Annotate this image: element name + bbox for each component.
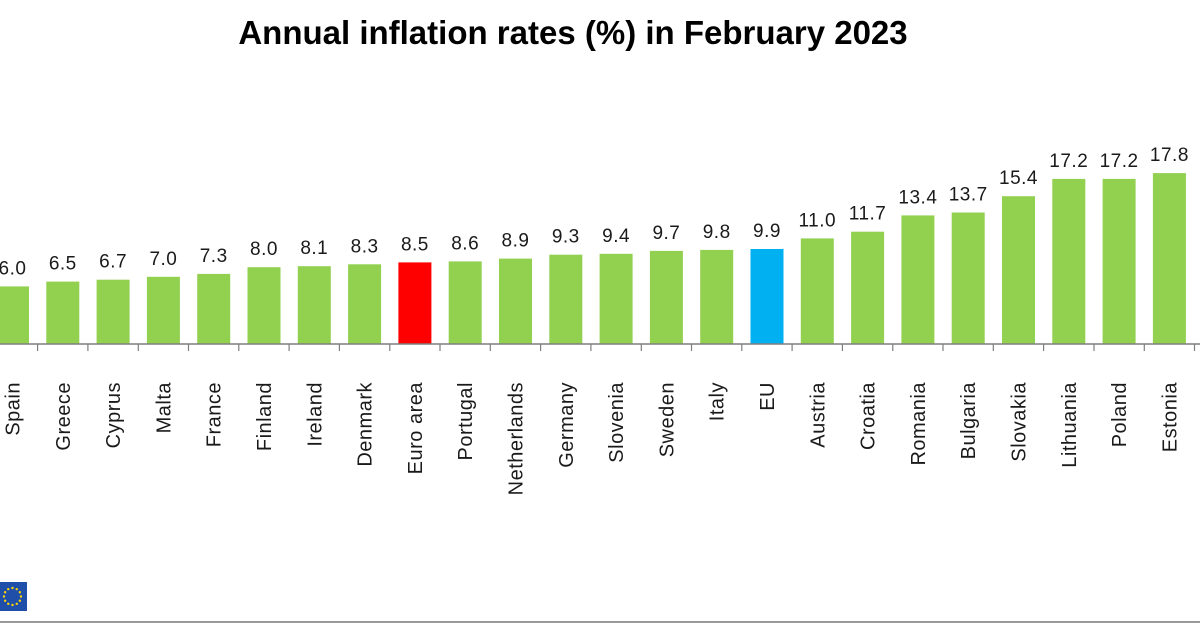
bar-germany bbox=[549, 254, 583, 344]
value-label-ireland: 8.1 bbox=[300, 238, 328, 259]
category-label-netherlands: Netherlands bbox=[506, 382, 528, 495]
value-label-croatia: 11.7 bbox=[849, 204, 887, 225]
value-label-poland: 17.2 bbox=[1100, 151, 1139, 172]
value-label-slovenia: 9.4 bbox=[602, 226, 630, 247]
bar-netherlands bbox=[499, 258, 532, 344]
category-label-spain: Spain bbox=[3, 382, 25, 436]
category-label-finland: Finland bbox=[254, 382, 276, 451]
bar-portugal bbox=[448, 261, 482, 344]
star-icon bbox=[3, 591, 7, 594]
ticks-layer bbox=[36, 344, 1196, 351]
bar-bulgaria bbox=[951, 212, 985, 344]
category-label-denmark: Denmark bbox=[355, 382, 377, 467]
bar-romania bbox=[901, 215, 935, 344]
bottom-rule bbox=[0, 621, 1200, 623]
category-label-portugal: Portugal bbox=[455, 382, 477, 461]
bar-sweden bbox=[649, 250, 683, 344]
star-icon bbox=[7, 602, 10, 606]
bar-ireland bbox=[297, 266, 331, 344]
category-label-croatia: Croatia bbox=[858, 382, 880, 450]
value-label-eu: 9.9 bbox=[753, 221, 781, 242]
category-label-lithuania: Lithuania bbox=[1059, 382, 1081, 468]
value-label-greece: 6.5 bbox=[49, 254, 77, 275]
bar-italy bbox=[700, 249, 734, 344]
value-label-lithuania: 17.2 bbox=[1049, 151, 1088, 172]
category-label-france: France bbox=[204, 382, 226, 447]
value-label-bulgaria: 13.7 bbox=[949, 185, 988, 206]
category-label-romania: Romania bbox=[908, 382, 930, 466]
category-label-austria: Austria bbox=[807, 382, 829, 448]
star-icon bbox=[3, 599, 7, 602]
bar-finland bbox=[247, 267, 281, 344]
star-icon bbox=[2, 595, 6, 598]
category-label-malta: Malta bbox=[153, 382, 175, 434]
bar-austria bbox=[800, 238, 834, 344]
eu-flag-icon bbox=[0, 582, 27, 611]
bar-cyprus bbox=[96, 279, 130, 344]
bar-france bbox=[197, 273, 231, 344]
value-label-estonia: 17.8 bbox=[1150, 145, 1189, 166]
bars-layer bbox=[0, 173, 1186, 344]
labels-layer: 6.0 Spain 6.5 Greece 6.7 Cyprus 7.0 Malta 7.3 Fra… bbox=[0, 145, 1189, 495]
star-icon bbox=[18, 591, 22, 594]
value-label-cyprus: 6.7 bbox=[99, 252, 127, 273]
value-label-france: 7.3 bbox=[200, 246, 228, 267]
category-label-italy: Italy bbox=[707, 382, 729, 421]
star-icon bbox=[18, 599, 22, 602]
star-icon bbox=[15, 587, 18, 591]
bar-denmark bbox=[348, 264, 382, 344]
chart-title: Annual inflation rates (%) in February 2… bbox=[238, 14, 908, 51]
category-label-poland: Poland bbox=[1109, 382, 1131, 447]
value-label-slovakia: 15.4 bbox=[999, 168, 1038, 189]
value-label-romania: 13.4 bbox=[898, 187, 937, 208]
bar-spain bbox=[0, 286, 29, 344]
value-label-malta: 7.0 bbox=[149, 249, 177, 270]
category-label-slovenia: Slovenia bbox=[606, 382, 628, 463]
value-label-finland: 8.0 bbox=[250, 239, 278, 260]
value-label-portugal: 8.6 bbox=[451, 233, 479, 254]
category-label-bulgaria: Bulgaria bbox=[958, 382, 980, 460]
bar-poland bbox=[1102, 178, 1136, 344]
star-icon bbox=[15, 602, 18, 606]
category-label-germany: Germany bbox=[556, 382, 578, 468]
value-label-austria: 11.0 bbox=[799, 210, 837, 231]
category-label-ireland: Ireland bbox=[304, 382, 326, 447]
category-label-eu: EU bbox=[757, 382, 779, 411]
value-label-spain: 6.0 bbox=[0, 258, 26, 279]
value-label-italy: 9.8 bbox=[703, 222, 731, 243]
category-label-sweden: Sweden bbox=[656, 382, 678, 457]
bar-slovenia bbox=[599, 253, 633, 344]
star-icon bbox=[11, 603, 14, 607]
star-icon bbox=[7, 587, 10, 591]
value-label-euro-area: 8.5 bbox=[401, 234, 429, 255]
category-label-greece: Greece bbox=[53, 382, 75, 451]
bar-greece bbox=[46, 281, 80, 344]
bar-eu bbox=[750, 249, 784, 344]
bar-slovakia bbox=[1002, 196, 1035, 344]
value-label-germany: 9.3 bbox=[552, 227, 580, 248]
star-icon bbox=[19, 595, 23, 598]
bar-euro-area bbox=[398, 262, 432, 344]
value-label-denmark: 8.3 bbox=[351, 236, 379, 257]
value-label-netherlands: 8.9 bbox=[502, 231, 530, 252]
category-label-euro-area: Euro area bbox=[405, 382, 427, 475]
bar-estonia bbox=[1152, 173, 1186, 344]
bar-croatia bbox=[851, 231, 885, 344]
category-label-estonia: Estonia bbox=[1159, 382, 1181, 453]
star-icon bbox=[11, 586, 14, 590]
category-label-cyprus: Cyprus bbox=[103, 382, 125, 448]
category-label-slovakia: Slovakia bbox=[1009, 382, 1031, 462]
bar-lithuania bbox=[1052, 178, 1086, 344]
bar-malta bbox=[146, 276, 180, 344]
value-label-sweden: 9.7 bbox=[652, 223, 680, 244]
